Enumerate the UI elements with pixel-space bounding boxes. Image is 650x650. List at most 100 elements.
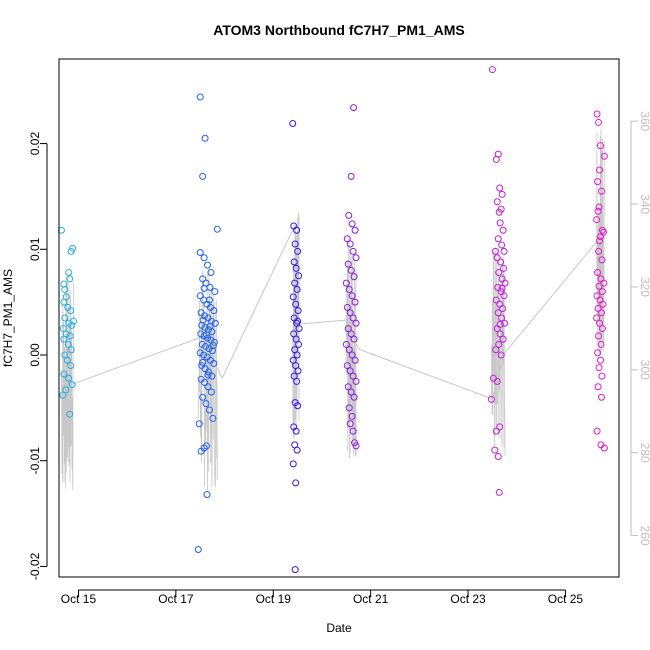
data-point xyxy=(200,351,208,359)
data-point xyxy=(196,292,204,300)
data-point xyxy=(203,331,211,339)
data-point xyxy=(492,296,500,304)
data-point xyxy=(289,119,297,127)
data-point xyxy=(292,427,300,435)
chart-title: ATOM3 Northbound fC7H7_PM1_AMS xyxy=(213,22,465,38)
data-point xyxy=(60,280,68,288)
data-point xyxy=(594,207,602,215)
data-point xyxy=(64,340,72,348)
data-point xyxy=(204,261,212,269)
data-point xyxy=(60,298,68,306)
data-point xyxy=(210,359,218,367)
data-point xyxy=(491,446,499,454)
data-point xyxy=(500,292,508,300)
data-point xyxy=(343,235,351,243)
data-point xyxy=(352,319,360,327)
data-point xyxy=(492,346,500,354)
data-point xyxy=(493,254,501,262)
data-point xyxy=(345,211,353,219)
data-point xyxy=(594,269,602,277)
data-point xyxy=(600,279,608,287)
data-point xyxy=(204,334,212,342)
data-point xyxy=(196,248,204,256)
x-tick-label: Oct 15 xyxy=(61,592,97,606)
data-point xyxy=(199,316,207,324)
data-point xyxy=(201,378,209,386)
data-point xyxy=(213,225,221,233)
data-point xyxy=(343,362,351,370)
y2-tick-label: 280 xyxy=(638,443,650,463)
data-point xyxy=(494,283,502,291)
data-point xyxy=(498,241,506,249)
data-point xyxy=(346,367,354,375)
data-point xyxy=(344,260,352,268)
y-tick-label: 0.02 xyxy=(28,132,42,156)
data-point xyxy=(294,307,302,315)
data-point xyxy=(67,362,75,370)
data-point xyxy=(291,240,299,248)
data-point xyxy=(209,341,217,349)
y-tick-label: 0.01 xyxy=(28,237,42,261)
data-point xyxy=(493,377,501,385)
data-point xyxy=(346,309,354,317)
data-point xyxy=(204,371,212,379)
data-point xyxy=(195,420,203,428)
data-point xyxy=(201,134,209,142)
data-point xyxy=(294,247,302,255)
data-point xyxy=(67,247,75,255)
data-point xyxy=(345,404,353,412)
data-point xyxy=(598,325,606,333)
data-point xyxy=(491,247,499,255)
data-point xyxy=(349,314,357,322)
data-point xyxy=(294,402,302,410)
secondary-trace xyxy=(491,247,506,456)
data-point xyxy=(211,288,219,296)
data-point xyxy=(199,358,207,366)
data-point xyxy=(598,288,606,296)
data-point xyxy=(346,240,354,248)
data-point xyxy=(352,442,360,450)
data-point xyxy=(198,340,206,348)
data-point xyxy=(351,226,359,234)
data-point xyxy=(596,166,604,174)
y2-tick-label: 300 xyxy=(638,360,650,380)
data-point xyxy=(197,447,205,455)
data-point xyxy=(598,372,606,380)
data-point xyxy=(495,488,503,496)
data-point xyxy=(293,285,301,293)
data-point xyxy=(203,442,211,450)
data-point xyxy=(594,383,602,391)
data-point xyxy=(210,307,218,315)
data-point xyxy=(496,423,504,431)
data-point xyxy=(202,343,210,351)
data-point xyxy=(595,118,603,126)
data-point xyxy=(347,172,355,180)
secondary-series-layer xyxy=(61,128,605,491)
data-point xyxy=(596,319,604,327)
data-point xyxy=(500,247,508,255)
data-point xyxy=(494,235,502,243)
y-tick-label: 0.00 xyxy=(28,343,42,367)
data-point xyxy=(598,256,606,264)
data-point xyxy=(208,372,216,380)
data-point xyxy=(488,66,496,74)
data-point xyxy=(206,322,214,330)
data-point xyxy=(348,412,356,420)
data-point xyxy=(496,320,504,328)
data-point xyxy=(596,356,604,364)
data-point xyxy=(495,269,503,277)
data-point xyxy=(201,312,209,320)
data-point xyxy=(500,264,508,272)
data-point xyxy=(498,284,506,292)
data-point xyxy=(65,374,73,382)
data-point xyxy=(67,307,75,315)
data-point xyxy=(59,325,67,333)
data-point xyxy=(291,279,299,287)
data-point xyxy=(66,410,74,418)
data-point xyxy=(293,377,301,385)
data-point xyxy=(595,203,603,211)
data-point xyxy=(204,368,212,376)
x-tick-label: Oct 17 xyxy=(158,592,194,606)
data-point xyxy=(207,388,215,396)
data-point xyxy=(352,254,360,262)
